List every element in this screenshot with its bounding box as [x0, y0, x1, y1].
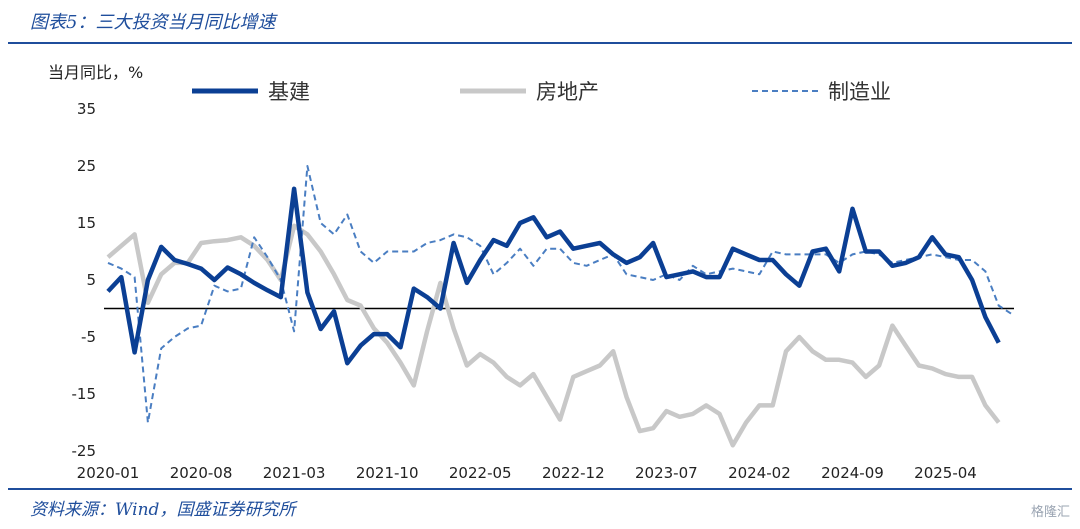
y-tick-label: -5: [81, 328, 96, 346]
figure-title: 图表5：三大投资当月同比增速: [30, 12, 276, 33]
y-tick-label: 5: [86, 271, 96, 289]
x-tick-label: 2020-01: [77, 464, 140, 482]
series-group: [106, 165, 1013, 448]
series-line-1: [106, 223, 1001, 448]
x-tick-label: 2023-07: [635, 464, 698, 482]
x-tick-label: 2024-09: [821, 464, 884, 482]
y-axis: 35 25 15 5 -5 -15 -25: [72, 100, 97, 460]
y-tick-label: -15: [72, 385, 97, 403]
top-rule: [8, 42, 1072, 44]
chart-legend: 基建 房地产 制造业: [192, 80, 891, 104]
x-tick-label: 2022-05: [449, 464, 512, 482]
y-tick-label: -25: [72, 442, 97, 460]
y-tick-label: 25: [77, 157, 96, 175]
y-tick-label: 15: [77, 214, 96, 232]
x-tick-label: 2025-04: [914, 464, 977, 482]
x-tick-label: 2022-12: [542, 464, 605, 482]
bottom-rule: [8, 488, 1072, 490]
legend-label: 制造业: [828, 80, 891, 104]
series-line-0: [106, 186, 1001, 366]
x-tick-label: 2021-10: [356, 464, 419, 482]
legend-label: 房地产: [536, 80, 599, 104]
source-note: 资料来源：Wind，国盛证券研究所: [30, 500, 296, 520]
x-tick-label: 2020-08: [170, 464, 233, 482]
x-tick-label: 2024-02: [728, 464, 791, 482]
watermark-logo: 格隆汇: [1030, 505, 1070, 520]
x-axis: 2020-01 2020-08 2021-03 2021-10 2022-05 2022-…: [77, 464, 977, 482]
x-tick-label: 2021-03: [263, 464, 326, 482]
y-axis-unit-label: 当月同比，%: [48, 63, 143, 82]
legend-label: 基建: [268, 80, 310, 104]
y-tick-label: 35: [77, 100, 96, 118]
series-line-2: [107, 165, 1013, 424]
